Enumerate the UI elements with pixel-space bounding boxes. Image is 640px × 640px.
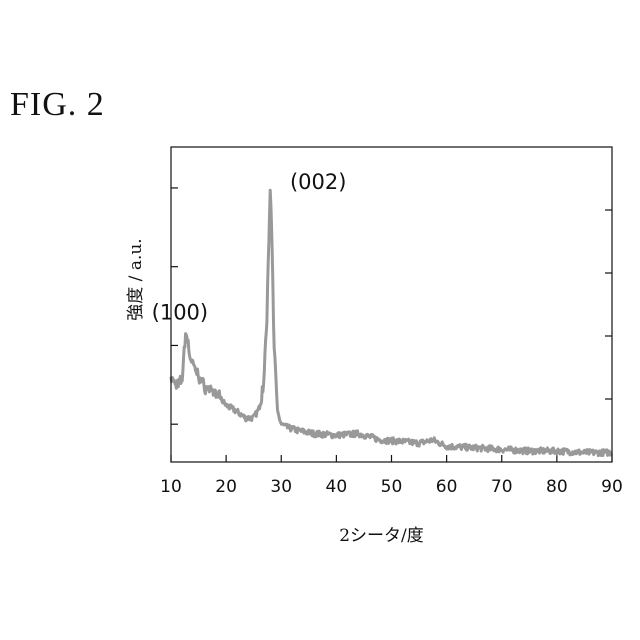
x-tick-label: 40 (326, 477, 348, 497)
x-tick-label: 30 (270, 477, 292, 497)
x-tick-label: 80 (546, 477, 568, 497)
x-tick-label: 70 (491, 477, 513, 497)
xrd-series-line (171, 190, 612, 456)
y-ticks (171, 188, 612, 424)
peak-label-100: (100) (152, 301, 208, 325)
y-axis-title: 強度 / a.u. (126, 238, 146, 320)
x-tick-label: 60 (436, 477, 458, 497)
x-tick-labels: 10 20 30 40 50 60 70 80 90 (160, 477, 623, 497)
x-tick-label: 10 (160, 477, 182, 497)
x-axis-title: 2シータ/度 (339, 526, 424, 546)
x-tick-label: 90 (601, 477, 623, 497)
x-tick-label: 20 (215, 477, 237, 497)
peak-label-002: (002) (290, 170, 346, 194)
x-tick-label: 50 (381, 477, 403, 497)
x-ticks (171, 455, 612, 462)
plot-frame (171, 147, 612, 462)
